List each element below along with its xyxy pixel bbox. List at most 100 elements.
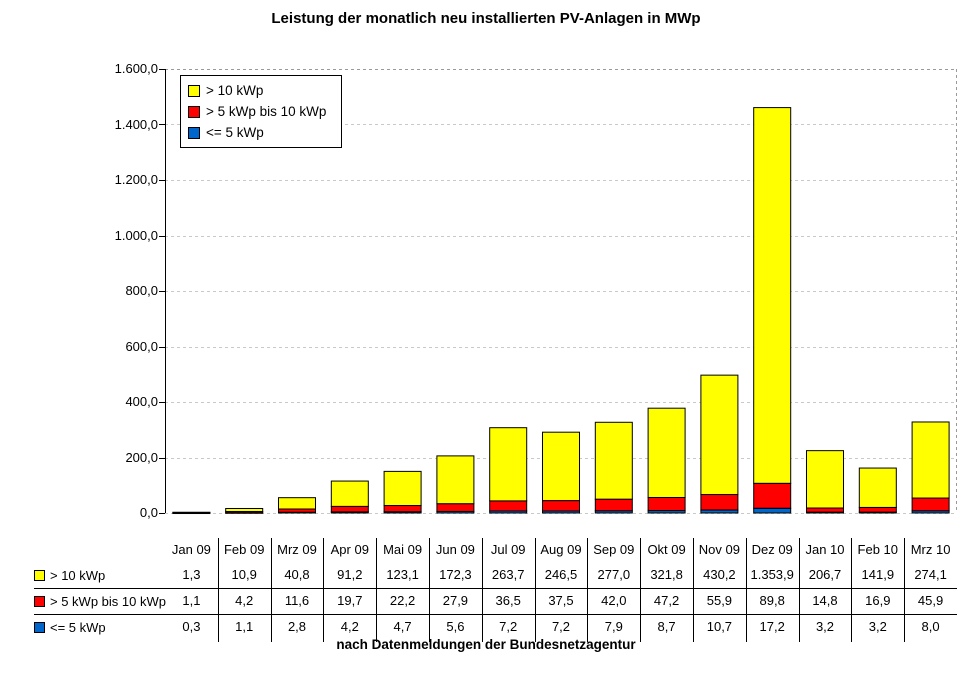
table-value-cell: 123,1 (386, 567, 419, 582)
plot-area (159, 69, 957, 515)
table-value-cell: 47,2 (653, 593, 680, 608)
table-header-month: Jun 09 (435, 542, 475, 557)
table-value-cell: 172,3 (439, 567, 472, 582)
bar-segment (700, 494, 739, 511)
bar-segment (594, 498, 633, 512)
table-row-label: > 10 kWp (34, 562, 165, 588)
table-value-cell: 274,1 (914, 567, 947, 582)
table-value-cell: 141,9 (861, 567, 895, 582)
chart-footer: nach Datenmeldungen der Bundesnetzagentu… (336, 637, 636, 652)
bar-segment (172, 511, 211, 514)
table-header-month: Feb 09 (223, 542, 265, 557)
table-value-cell: 277,0 (597, 567, 631, 582)
table-header-month: Sep 09 (593, 542, 635, 557)
table-value-cell: 22,2 (389, 593, 416, 608)
table-value-cell: 42,0 (601, 593, 627, 608)
table-value-cell: 11,6 (284, 593, 310, 608)
table-vertical-line (481, 538, 483, 642)
table-vertical-line (429, 538, 430, 642)
table-header-month: Dez 09 (751, 542, 793, 557)
table-vertical-line (640, 538, 642, 642)
table-value-cell: 7,2 (551, 619, 571, 634)
bar-segment (806, 507, 844, 513)
table-value-cell: 8,7 (657, 619, 676, 634)
table-value-cell: 37,5 (548, 593, 574, 608)
table-vertical-line (798, 538, 800, 642)
bar-segment (647, 496, 686, 512)
table-vertical-line (323, 538, 325, 642)
bar-segment (542, 431, 580, 502)
table-value-cell: 7,9 (604, 619, 623, 634)
table-value-cell: 5,6 (446, 619, 465, 634)
table-vertical-line (745, 538, 747, 642)
legend-label: > 10 kWp (206, 83, 264, 98)
table-header-month: Jan 10 (805, 542, 845, 557)
table-value-cell: 55,9 (706, 593, 733, 608)
table-value-cell: 89,8 (759, 593, 785, 608)
y-tick-label: 1.000,0 (114, 227, 158, 243)
table-horizontal-line (34, 614, 957, 615)
table-row-label: <= 5 kWp (34, 614, 165, 640)
y-tick-label: 200,0 (125, 449, 158, 465)
table-value-cell: 2,8 (287, 619, 307, 634)
bar-segment (436, 503, 475, 512)
table-value-cell: 1.353,9 (750, 567, 794, 582)
bar-segment (383, 470, 422, 507)
table-value-cell: 0,3 (182, 619, 201, 634)
table-vertical-line (534, 538, 536, 642)
legend-key-swatch (188, 105, 200, 118)
table-value-cell: 36,5 (495, 593, 521, 608)
table-value-cell: 40,8 (284, 567, 310, 582)
table-value-cell: 10,9 (231, 567, 257, 582)
bar-segment (753, 107, 792, 484)
table-value-cell: 45,9 (917, 593, 944, 608)
table-key-swatch (34, 569, 45, 581)
legend-entry: <= 5 kWp (188, 122, 341, 143)
bar-segment (330, 505, 369, 513)
legend-entry: > 10 kWp (188, 80, 341, 101)
table-row-label: > 5 kWp bis 10 kWp (34, 588, 166, 614)
bar-segment (753, 482, 792, 509)
bar-segment (753, 507, 792, 514)
y-tick-label: 0,0 (139, 505, 158, 520)
table-value-cell: 7,2 (499, 619, 518, 634)
y-tick-label: 600,0 (125, 338, 158, 354)
table-value-cell: 4,2 (340, 619, 359, 634)
bar-segment (858, 506, 897, 513)
table-value-cell: 263,7 (491, 567, 525, 582)
bar-segment (330, 480, 369, 507)
table-horizontal-line (34, 588, 957, 589)
table-value-cell: 27,9 (442, 593, 469, 608)
table-value-cell: 206,7 (808, 567, 842, 582)
table-value-cell: 246,5 (544, 567, 578, 582)
table-header-month: Mrz 09 (277, 542, 317, 557)
table-value-cell: 321,8 (650, 567, 683, 582)
bar-segment (278, 497, 316, 510)
table-value-cell: 91,2 (337, 567, 363, 582)
table-header-month: Feb 10 (857, 542, 899, 557)
legend-label: <= 5 kWp (206, 125, 264, 140)
table-value-cell: 3,2 (815, 619, 835, 634)
table-value-cell: 1,3 (182, 567, 201, 582)
table-header-month: Nov 09 (698, 542, 740, 557)
bar-segment (383, 505, 422, 513)
table-vertical-line (587, 538, 589, 642)
table-header-month: Mai 09 (383, 542, 423, 557)
bar-segment (911, 497, 950, 512)
bar-segment (225, 508, 264, 513)
bar-segment (594, 421, 633, 500)
bar-segment (647, 407, 686, 498)
y-tick-label: 400,0 (125, 394, 158, 409)
table-row-label-text: > 5 kWp bis 10 kWp (50, 593, 166, 609)
table-value-cell: 4,2 (235, 593, 254, 608)
bar-segment (489, 500, 528, 512)
y-tick-label: 800,0 (125, 283, 158, 298)
table-value-cell: 1,1 (182, 593, 201, 608)
table-vertical-line (376, 538, 378, 642)
table-value-cell: 16,9 (865, 593, 891, 608)
y-tick-label: 1.200,0 (114, 172, 158, 187)
table-header-month: Mrz 10 (910, 542, 951, 557)
legend-entry: > 5 kWp bis 10 kWp (188, 101, 341, 122)
table-value-cell: 3,2 (868, 619, 887, 634)
